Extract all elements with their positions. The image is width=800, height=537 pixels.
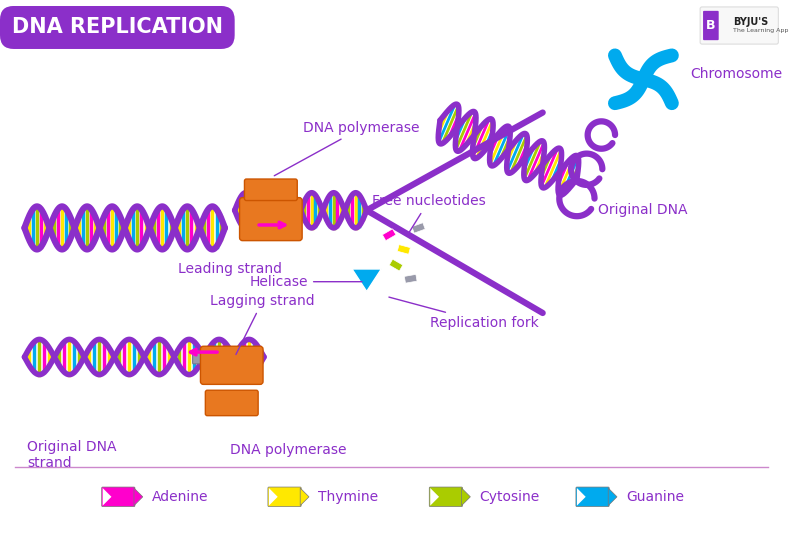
Polygon shape bbox=[462, 488, 470, 506]
Text: B: B bbox=[706, 19, 716, 32]
Text: DNA polymerase: DNA polymerase bbox=[274, 121, 420, 176]
FancyBboxPatch shape bbox=[102, 487, 135, 506]
Text: Helicase: Helicase bbox=[250, 275, 362, 289]
Polygon shape bbox=[577, 488, 586, 506]
FancyBboxPatch shape bbox=[576, 487, 609, 506]
Text: BYJU'S: BYJU'S bbox=[734, 17, 769, 27]
Text: Adenine: Adenine bbox=[151, 490, 208, 504]
FancyBboxPatch shape bbox=[700, 7, 778, 44]
Text: Original DNA: Original DNA bbox=[598, 204, 688, 217]
Polygon shape bbox=[269, 488, 278, 506]
FancyBboxPatch shape bbox=[268, 487, 301, 506]
FancyBboxPatch shape bbox=[0, 6, 234, 49]
Text: Leading strand: Leading strand bbox=[178, 262, 282, 276]
Text: Cytosine: Cytosine bbox=[479, 490, 539, 504]
Polygon shape bbox=[102, 488, 111, 506]
Polygon shape bbox=[430, 488, 439, 506]
FancyBboxPatch shape bbox=[245, 179, 298, 200]
Text: The Learning App: The Learning App bbox=[734, 28, 789, 33]
Text: Replication fork: Replication fork bbox=[389, 297, 539, 330]
FancyBboxPatch shape bbox=[193, 351, 251, 364]
Text: Chromosome: Chromosome bbox=[690, 68, 782, 82]
Text: Free nucleotides: Free nucleotides bbox=[371, 194, 486, 235]
Text: Original DNA
strand: Original DNA strand bbox=[27, 440, 117, 470]
Polygon shape bbox=[382, 229, 396, 241]
Text: Thymine: Thymine bbox=[318, 490, 378, 504]
FancyBboxPatch shape bbox=[703, 11, 718, 40]
FancyBboxPatch shape bbox=[239, 198, 302, 241]
Ellipse shape bbox=[637, 75, 650, 84]
Polygon shape bbox=[390, 259, 403, 271]
Polygon shape bbox=[412, 223, 425, 233]
Text: Guanine: Guanine bbox=[626, 490, 684, 504]
Polygon shape bbox=[352, 269, 382, 292]
Polygon shape bbox=[134, 488, 142, 506]
FancyBboxPatch shape bbox=[430, 487, 462, 506]
Text: Lagging strand: Lagging strand bbox=[210, 294, 315, 354]
Polygon shape bbox=[398, 245, 410, 254]
Polygon shape bbox=[404, 274, 417, 283]
FancyBboxPatch shape bbox=[206, 390, 258, 416]
Text: DNA REPLICATION: DNA REPLICATION bbox=[12, 18, 222, 38]
Polygon shape bbox=[300, 488, 309, 506]
FancyBboxPatch shape bbox=[201, 346, 263, 384]
Polygon shape bbox=[608, 488, 617, 506]
Text: DNA polymerase: DNA polymerase bbox=[230, 443, 346, 457]
